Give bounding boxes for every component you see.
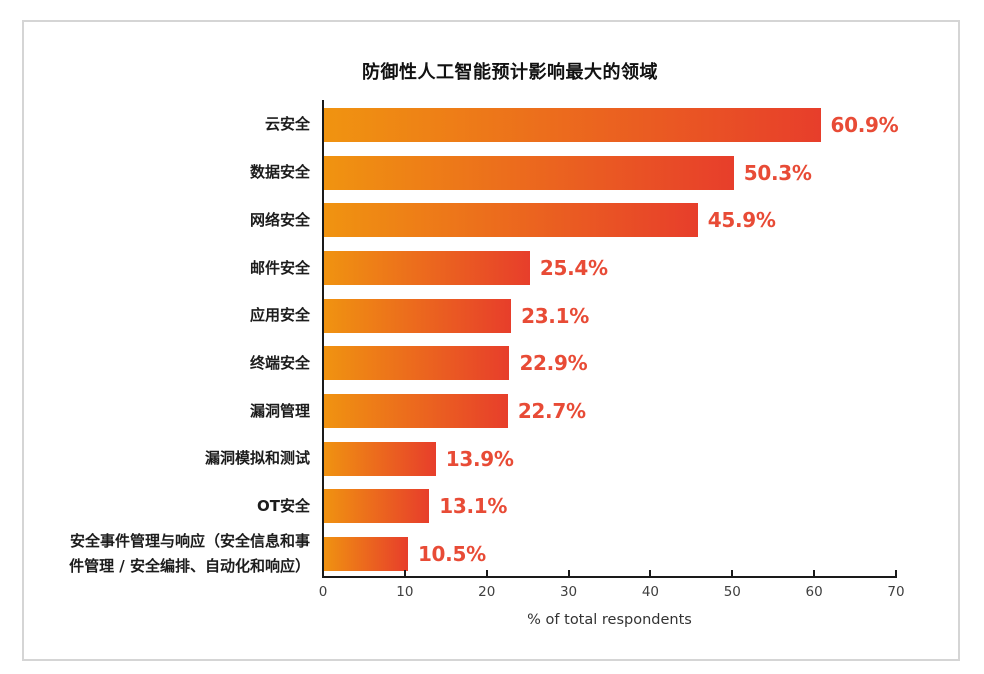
category-label: OT安全 xyxy=(257,496,310,515)
bar xyxy=(322,537,408,572)
bar-track: 45.9% xyxy=(322,203,895,238)
bar-value-label: 10.5% xyxy=(417,542,486,567)
bar xyxy=(322,489,430,524)
x-axis: 0 10 20 30 40 50 60 70 % of total respondents xyxy=(319,570,905,628)
bar xyxy=(322,250,530,285)
bar-value-label: 13.9% xyxy=(445,446,514,471)
x-axis-tick-label: 40 xyxy=(641,584,660,600)
bar-track: 50.3% xyxy=(322,155,895,190)
x-axis-title: % of total respondents xyxy=(527,612,692,628)
bar xyxy=(322,393,508,428)
x-axis-tick xyxy=(649,570,652,576)
bar-row: 安全事件管理与响应（安全信息和事件管理 / 安全编排、自动化和响应） 10.5% xyxy=(22,530,895,578)
bar xyxy=(322,203,698,238)
x-axis-tick xyxy=(731,570,734,576)
y-axis-line xyxy=(322,100,324,578)
bar-track: 60.9% xyxy=(322,107,899,142)
bar-track: 13.9% xyxy=(322,441,895,476)
x-axis-line xyxy=(322,576,897,578)
bar-track: 25.4% xyxy=(322,250,895,285)
x-axis-tick xyxy=(403,570,406,576)
x-axis-tick-label: 60 xyxy=(805,584,823,600)
bar xyxy=(322,346,510,381)
category-label: 安全事件管理与响应（安全信息和事件管理 / 安全编排、自动化和响应） xyxy=(69,532,310,576)
category-label: 应用安全 xyxy=(249,306,310,325)
bar-track: 10.5% xyxy=(322,537,895,572)
bar-row: 数据安全 50.3% xyxy=(22,149,895,197)
bar-track: 23.1% xyxy=(322,298,895,333)
x-axis-tick-label: 70 xyxy=(887,584,905,600)
x-axis-tick-label: 0 xyxy=(318,584,328,600)
bar-value-label: 25.4% xyxy=(539,255,608,280)
bar-value-label: 13.1% xyxy=(439,494,508,519)
bar-track: 22.9% xyxy=(322,346,895,381)
bar-row: 漏洞模拟和测试 13.9% xyxy=(22,435,895,483)
bar-row: 应用安全 23.1% xyxy=(22,292,895,340)
category-label: 终端安全 xyxy=(249,353,310,372)
bar-row: 终端安全 22.9% xyxy=(22,339,895,387)
category-label: 邮件安全 xyxy=(249,258,310,277)
bar-row: 云安全 60.9% xyxy=(22,101,899,149)
bar xyxy=(322,107,821,142)
bar-value-label: 22.7% xyxy=(517,398,586,423)
bar-row: OT安全 13.1% xyxy=(22,483,895,531)
bar-track: 13.1% xyxy=(322,489,895,524)
x-axis-tick xyxy=(322,570,324,576)
bar-value-label: 22.9% xyxy=(519,351,588,376)
chart-title: 防御性人工智能预计影响最大的领域 xyxy=(362,62,658,83)
bar-value-label: 50.3% xyxy=(743,160,812,185)
x-axis-tick xyxy=(895,570,897,576)
x-axis-tick-label: 50 xyxy=(723,584,741,600)
bar-track: 22.7% xyxy=(322,393,895,428)
bar-value-label: 45.9% xyxy=(707,208,776,233)
bar-value-label: 60.9% xyxy=(830,112,899,137)
x-axis-tick-label: 10 xyxy=(396,584,414,600)
category-label: 云安全 xyxy=(264,115,310,134)
category-label: 漏洞管理 xyxy=(249,401,310,420)
x-axis-tick xyxy=(567,570,570,576)
category-label: 漏洞模拟和测试 xyxy=(204,449,310,468)
bar-row: 漏洞管理 22.7% xyxy=(22,387,895,435)
bar-value-label: 23.1% xyxy=(521,303,589,328)
bar xyxy=(322,441,436,476)
category-label: 数据安全 xyxy=(249,163,310,182)
bar xyxy=(322,155,734,190)
x-axis-tick xyxy=(485,570,488,576)
bar-rows: 云安全 60.9% 数据安全 50.3% 网络安全 45.9% 邮件安全 25.4% 应用安全 2… xyxy=(22,101,899,578)
x-axis-tick-label: 30 xyxy=(559,584,578,600)
x-axis-tick xyxy=(813,570,816,576)
x-axis-tick-label: 20 xyxy=(478,584,496,600)
category-label: 网络安全 xyxy=(249,210,310,229)
bar xyxy=(322,298,512,333)
bar-row: 网络安全 45.9% xyxy=(22,196,895,244)
bar-row: 邮件安全 25.4% xyxy=(22,244,895,292)
